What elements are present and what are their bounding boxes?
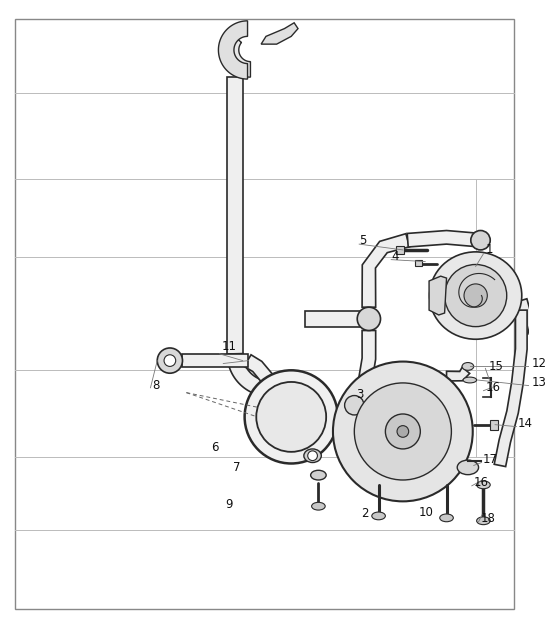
Circle shape [445,264,507,327]
Ellipse shape [372,512,385,520]
Text: 15: 15 [488,360,503,373]
Text: 16: 16 [486,381,500,394]
Text: 9: 9 [225,498,233,511]
Text: 10: 10 [419,506,433,519]
Ellipse shape [304,449,322,463]
Text: 14: 14 [517,417,532,430]
Circle shape [464,284,487,307]
Circle shape [397,426,409,437]
Polygon shape [183,354,247,367]
Ellipse shape [429,252,522,339]
Polygon shape [227,77,243,354]
Circle shape [471,230,490,250]
Ellipse shape [462,362,474,371]
Circle shape [357,307,380,330]
Circle shape [354,383,451,480]
Text: 6: 6 [211,441,219,455]
Ellipse shape [477,517,490,524]
Text: 1: 1 [486,244,493,256]
Text: 16: 16 [474,477,489,489]
Text: 2: 2 [361,507,368,521]
Ellipse shape [457,460,479,475]
Circle shape [158,348,183,373]
Polygon shape [223,33,251,77]
Ellipse shape [477,481,490,489]
Circle shape [308,451,317,460]
Text: 8: 8 [153,379,160,392]
Polygon shape [429,276,446,315]
Text: 12: 12 [532,357,545,370]
Polygon shape [305,311,369,327]
Text: 11: 11 [221,340,237,352]
Circle shape [245,371,338,463]
Text: 18: 18 [481,512,495,526]
Text: 13: 13 [532,376,545,389]
Ellipse shape [311,470,326,480]
Polygon shape [261,23,298,44]
Polygon shape [227,354,270,396]
Bar [396,246,404,254]
Polygon shape [358,330,376,389]
Bar [490,420,498,430]
Bar [415,259,422,266]
Polygon shape [407,230,481,247]
Ellipse shape [440,514,453,522]
Polygon shape [494,310,527,467]
Circle shape [164,355,175,366]
Circle shape [333,362,473,501]
Ellipse shape [312,502,325,510]
Circle shape [256,382,326,452]
Text: 7: 7 [233,461,240,474]
Circle shape [385,414,420,449]
Circle shape [344,396,364,415]
Text: 4: 4 [391,250,399,263]
Polygon shape [446,367,470,381]
Text: 3: 3 [356,388,364,401]
Text: 5: 5 [359,234,367,247]
Text: 17: 17 [482,453,498,466]
Polygon shape [362,234,409,307]
Polygon shape [516,299,532,334]
Ellipse shape [463,377,477,383]
Polygon shape [219,21,247,79]
Polygon shape [244,355,370,419]
